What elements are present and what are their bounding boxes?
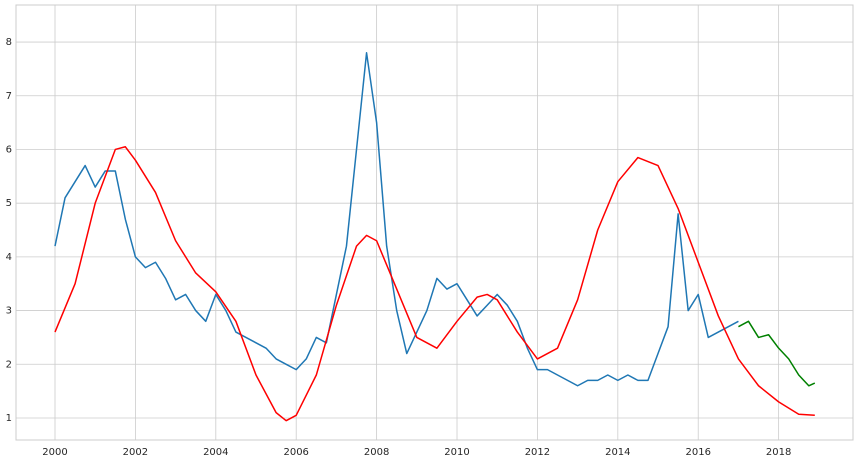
x-tick-label: 2004 <box>203 447 228 458</box>
y-tick-label: 4 <box>6 252 12 263</box>
y-tick-label: 6 <box>6 144 12 155</box>
series-line <box>54 52 739 387</box>
x-tick-label: 2008 <box>364 447 389 458</box>
y-tick-label: 2 <box>6 359 12 370</box>
x-tick-label: 2016 <box>685 447 710 458</box>
x-tick-label: 2006 <box>283 447 308 458</box>
x-tick-label: 2014 <box>605 447 630 458</box>
x-tick-label: 2012 <box>525 447 550 458</box>
x-tick-label: 2002 <box>123 447 148 458</box>
y-tick-label: 1 <box>6 413 12 424</box>
y-tick-label: 8 <box>6 37 12 48</box>
series-line <box>738 320 816 387</box>
y-tick-label: 5 <box>6 198 12 209</box>
series-line <box>54 146 815 422</box>
y-tick-label: 3 <box>6 306 12 317</box>
plot-area <box>15 4 854 441</box>
x-tick-label: 2000 <box>42 447 67 458</box>
x-tick-label: 2010 <box>444 447 469 458</box>
y-tick-label: 7 <box>6 91 12 102</box>
x-tick-label: 2018 <box>766 447 791 458</box>
